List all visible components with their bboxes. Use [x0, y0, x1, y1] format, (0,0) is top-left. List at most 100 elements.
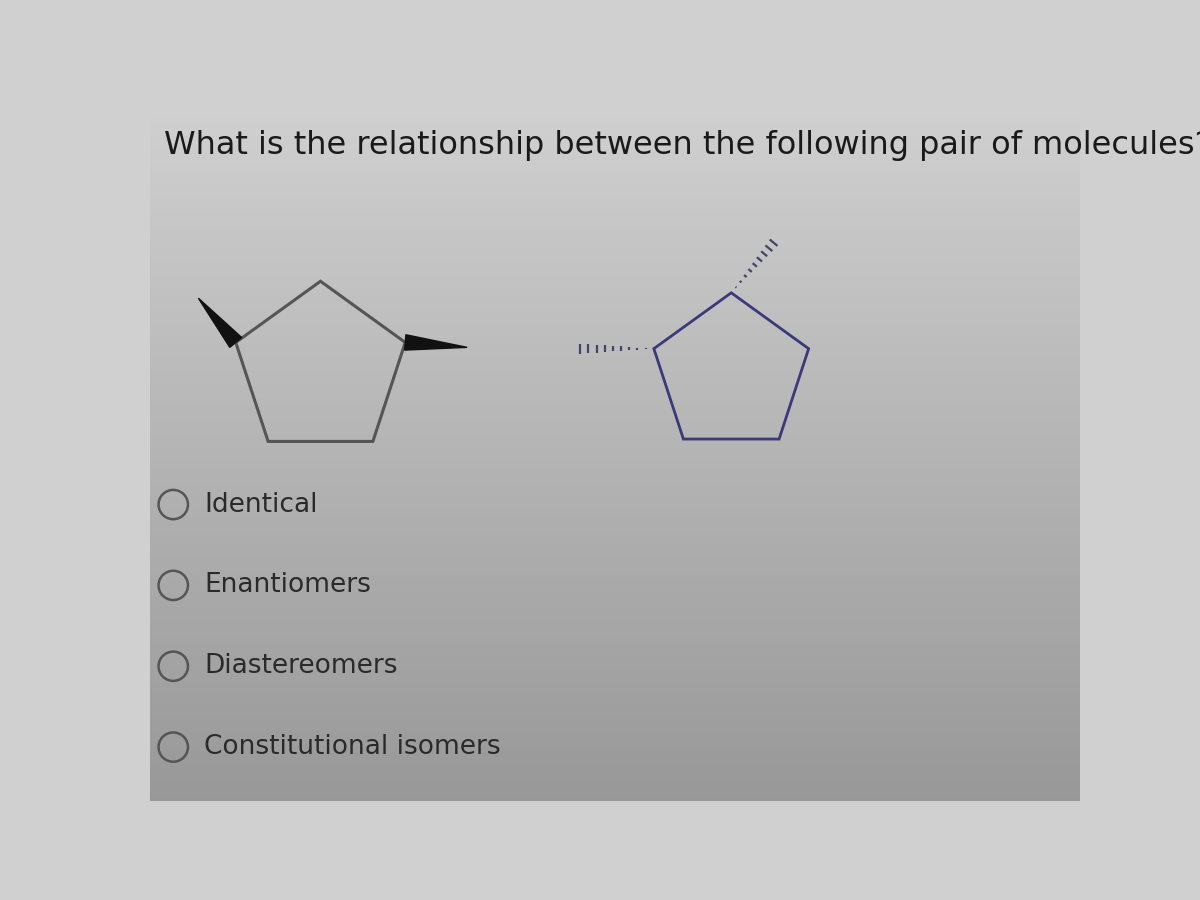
Bar [150, 780, 1080, 788]
Bar [150, 122, 1080, 129]
Bar [150, 468, 1080, 475]
Bar [150, 316, 1080, 323]
Bar [150, 219, 1080, 226]
Text: Enantiomers: Enantiomers [204, 572, 371, 598]
Bar [150, 385, 1080, 392]
Bar [150, 357, 1080, 364]
Bar [150, 177, 1080, 184]
Bar [150, 572, 1080, 580]
Bar [150, 143, 1080, 149]
Bar [150, 441, 1080, 447]
Bar [150, 372, 1080, 378]
Bar [150, 711, 1080, 718]
Bar [150, 565, 1080, 572]
Bar [150, 364, 1080, 372]
Bar [150, 406, 1080, 413]
Bar [150, 205, 1080, 212]
Bar [150, 490, 1080, 496]
Bar [150, 767, 1080, 773]
Bar [150, 670, 1080, 676]
Bar [150, 447, 1080, 454]
Bar [150, 503, 1080, 510]
Bar [150, 247, 1080, 254]
Bar [150, 462, 1080, 468]
Bar [150, 454, 1080, 462]
Bar [150, 233, 1080, 239]
Bar [150, 274, 1080, 281]
Bar [150, 254, 1080, 260]
Bar [150, 267, 1080, 274]
Bar [150, 718, 1080, 724]
Bar [150, 260, 1080, 267]
Bar [150, 164, 1080, 170]
Bar [150, 580, 1080, 586]
Bar [150, 309, 1080, 316]
Bar [150, 281, 1080, 288]
Bar [150, 149, 1080, 157]
Bar [150, 517, 1080, 524]
Bar [150, 690, 1080, 697]
Bar [150, 475, 1080, 482]
Bar [150, 642, 1080, 649]
Bar [150, 773, 1080, 780]
Bar [150, 621, 1080, 628]
Polygon shape [198, 298, 241, 347]
Bar [150, 649, 1080, 655]
Bar [150, 329, 1080, 337]
Bar [150, 198, 1080, 205]
Bar [150, 655, 1080, 662]
Bar [150, 683, 1080, 690]
Bar [150, 115, 1080, 122]
Polygon shape [404, 335, 467, 350]
Bar [150, 157, 1080, 164]
Bar [150, 628, 1080, 634]
Bar [150, 302, 1080, 309]
Bar [150, 136, 1080, 143]
Bar [150, 760, 1080, 766]
Bar [150, 170, 1080, 177]
Bar [150, 745, 1080, 752]
Bar [150, 482, 1080, 490]
Text: What is the relationship between the following pair of molecules?: What is the relationship between the fol… [164, 130, 1200, 160]
Bar [150, 434, 1080, 441]
Bar [150, 496, 1080, 503]
Bar [150, 239, 1080, 247]
Bar [150, 634, 1080, 642]
Text: Diastereomers: Diastereomers [204, 653, 397, 680]
Bar [150, 586, 1080, 593]
Bar [150, 593, 1080, 600]
Bar [150, 288, 1080, 295]
Bar [150, 392, 1080, 399]
Bar [150, 794, 1080, 801]
Bar [150, 704, 1080, 711]
Bar [150, 788, 1080, 794]
Bar [150, 419, 1080, 427]
Bar [150, 510, 1080, 517]
Bar [150, 226, 1080, 233]
Bar [150, 544, 1080, 552]
Bar [150, 212, 1080, 219]
Bar [150, 295, 1080, 302]
Bar [150, 350, 1080, 357]
Bar [150, 184, 1080, 191]
Bar [150, 752, 1080, 760]
Bar [150, 662, 1080, 670]
Bar [150, 552, 1080, 558]
Bar [150, 378, 1080, 385]
Bar [150, 427, 1080, 434]
Bar [150, 108, 1080, 115]
Bar [150, 531, 1080, 537]
Bar [150, 399, 1080, 406]
Bar [150, 739, 1080, 745]
Bar [150, 413, 1080, 419]
Text: Identical: Identical [204, 491, 318, 518]
Bar [150, 537, 1080, 544]
Bar [150, 697, 1080, 704]
Bar [150, 607, 1080, 614]
Text: Constitutional isomers: Constitutional isomers [204, 734, 500, 760]
Bar [150, 337, 1080, 344]
Bar [150, 524, 1080, 531]
Bar [150, 614, 1080, 621]
Bar [150, 191, 1080, 198]
Bar [150, 724, 1080, 732]
